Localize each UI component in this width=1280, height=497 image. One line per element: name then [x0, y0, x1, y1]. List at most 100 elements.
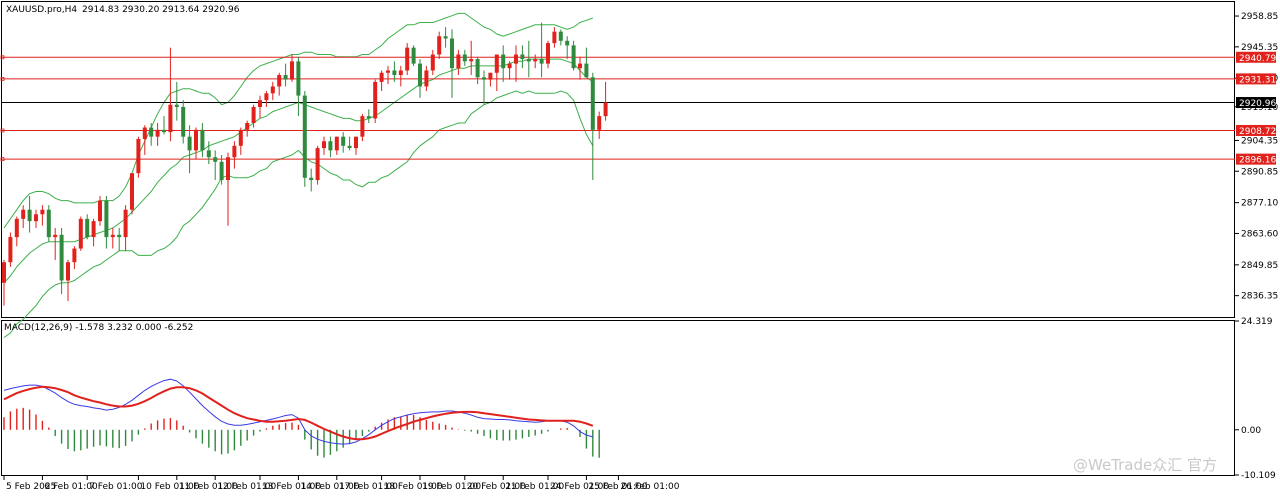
bull-candle [290, 61, 294, 80]
current-price-tag-label: 2920.96 [1239, 99, 1276, 109]
level-handle [0, 77, 5, 81]
bear-candle [475, 59, 480, 78]
bull-candle [226, 157, 230, 181]
bear-candle [219, 161, 224, 181]
level-price-tag [1236, 124, 1276, 136]
price-axis-label: 2849.85 [1241, 261, 1278, 271]
time-axis-label: 12 Feb 01:00 [217, 482, 276, 492]
bollinger-upper-line [3, 12, 593, 229]
price-axis-label: 2904.35 [1241, 136, 1278, 146]
bear-candle [590, 77, 595, 130]
bull-candle [430, 54, 435, 71]
bull-candle [194, 129, 198, 151]
bear-candle [200, 129, 205, 151]
bear-candle [174, 104, 179, 107]
price-axis-label: 2945.35 [1241, 43, 1278, 53]
bear-candle [565, 40, 570, 46]
bull-candle [373, 81, 378, 119]
bull-candle [533, 59, 538, 62]
time-axis-label: 18 Feb 01:00 [384, 482, 443, 492]
bull-candle [578, 63, 582, 69]
bear-candle [46, 209, 51, 238]
level-handle [0, 157, 5, 162]
time-axis-label: 26 Feb 01:00 [620, 482, 679, 492]
bull-candle [424, 70, 429, 87]
bull-candle [405, 47, 410, 71]
bull-candle [136, 138, 141, 174]
macd-indicator [3, 378, 600, 458]
bull-candle [597, 116, 602, 130]
bull-candle [379, 72, 384, 82]
level-price-tag [1236, 153, 1276, 165]
time-axis-label: 19 Feb 01:00 [422, 482, 481, 492]
bear-candle [482, 77, 486, 80]
bear-candle [584, 63, 589, 78]
bull-candle [66, 262, 70, 281]
symbol-label: XAUUSD.pro,H4 [6, 5, 77, 15]
bear-candle [181, 107, 186, 137]
bull-candle [8, 237, 13, 263]
bear-candle [117, 234, 122, 238]
bull-candle [232, 145, 237, 158]
level-price-tag-label: 2908.72 [1239, 127, 1276, 137]
bear-candle [302, 95, 307, 178]
macd-panel-frame [1, 320, 1235, 476]
bear-candle [328, 141, 333, 151]
time-axis-label: 5 Feb 2025 [6, 482, 56, 492]
bear-candle [462, 54, 467, 62]
bear-candle [571, 45, 576, 69]
bear-candle [283, 75, 288, 80]
time-axis-label: 13 Feb 01:00 [262, 482, 321, 492]
bull-candle [514, 54, 518, 64]
bollinger-lower-line [3, 90, 594, 338]
time-axis-label: 7 Feb 01:00 [89, 482, 143, 492]
bull-candle [72, 248, 77, 263]
bull-candle [507, 63, 512, 69]
bull-candle [142, 127, 147, 139]
bull-candle [2, 262, 6, 283]
bear-candle [149, 127, 154, 137]
bear-candle [162, 129, 166, 133]
price-axis-label: 2890.85 [1241, 167, 1278, 177]
bear-candle [450, 38, 454, 69]
level-price-tag-label: 2940.79 [1239, 54, 1276, 64]
price-tags: 2940.79 2931.31 2908.72 2896.16 2920.96 [1236, 51, 1276, 166]
macd-axis-label: -10.109 [1241, 471, 1276, 481]
time-axis-label: 24 Feb 01:00 [550, 482, 609, 492]
watermark: @WeTrade众汇 官方 [1073, 456, 1217, 474]
time-axis-label: 17 Feb 01:00 [339, 482, 398, 492]
bull-candle [98, 200, 102, 222]
time-axis-label: 10 Feb 01:00 [140, 482, 199, 492]
time-axis-label: 11 Feb 01:00 [179, 482, 238, 492]
bull-candle [91, 221, 96, 238]
bear-candle [309, 177, 314, 181]
bear-candle [59, 234, 64, 281]
level-price-tag-label: 2931.31 [1239, 75, 1276, 85]
bull-candle [258, 100, 262, 107]
bull-candle [334, 136, 339, 151]
bear-candle [558, 31, 563, 41]
macd-axis-label: 24.319 [1241, 317, 1273, 327]
bull-candle [155, 129, 160, 137]
bull-candle [238, 129, 243, 146]
bear-candle [366, 116, 371, 119]
bull-candle [110, 234, 115, 238]
level-handle [0, 55, 5, 60]
bull-candle [123, 209, 128, 238]
bear-candle [104, 200, 109, 238]
bull-candle [14, 218, 19, 238]
price-axis-label: 2877.10 [1241, 199, 1278, 209]
bull-candle [552, 31, 557, 44]
price-axis-label: 2836.35 [1241, 292, 1278, 302]
time-axis-label: 20 Feb 01:00 [467, 482, 526, 492]
price-axis-label: 2958.85 [1241, 12, 1278, 22]
bull-candle [603, 102, 608, 117]
current-price-tag [1236, 97, 1276, 109]
bear-candle [347, 145, 352, 149]
macd-header: MACD(12,26,9) -1.578 3.232 0.000 -6.252 [4, 323, 193, 333]
time-axis-label: 21 Feb 01:00 [505, 482, 564, 492]
bull-candle [245, 122, 250, 130]
bear-candle [187, 136, 192, 151]
bull-candle [488, 72, 493, 80]
